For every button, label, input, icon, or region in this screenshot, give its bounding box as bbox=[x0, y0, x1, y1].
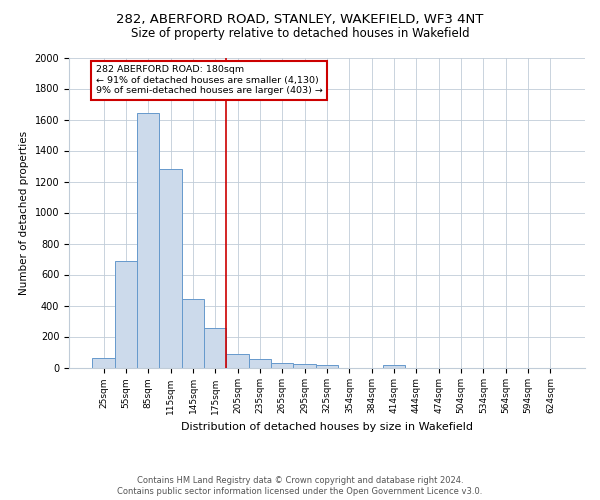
X-axis label: Distribution of detached houses by size in Wakefield: Distribution of detached houses by size … bbox=[181, 422, 473, 432]
Bar bbox=[249, 359, 271, 368]
Bar bbox=[160, 169, 182, 368]
Text: 282, ABERFORD ROAD, STANLEY, WAKEFIELD, WF3 4NT: 282, ABERFORD ROAD, STANLEY, WAKEFIELD, … bbox=[116, 12, 484, 26]
Bar bbox=[293, 364, 316, 368]
Bar bbox=[137, 114, 160, 368]
Y-axis label: Number of detached properties: Number of detached properties bbox=[19, 130, 29, 294]
Bar bbox=[316, 365, 338, 368]
Text: Size of property relative to detached houses in Wakefield: Size of property relative to detached ho… bbox=[131, 28, 469, 40]
Text: Contains public sector information licensed under the Open Government Licence v3: Contains public sector information licen… bbox=[118, 488, 482, 496]
Bar bbox=[226, 354, 249, 368]
Bar bbox=[204, 328, 226, 368]
Bar bbox=[383, 365, 405, 368]
Text: 282 ABERFORD ROAD: 180sqm
← 91% of detached houses are smaller (4,130)
9% of sem: 282 ABERFORD ROAD: 180sqm ← 91% of detac… bbox=[96, 65, 323, 95]
Bar bbox=[182, 300, 204, 368]
Bar bbox=[92, 358, 115, 368]
Bar bbox=[271, 363, 293, 368]
Bar bbox=[115, 260, 137, 368]
Text: Contains HM Land Registry data © Crown copyright and database right 2024.: Contains HM Land Registry data © Crown c… bbox=[137, 476, 463, 485]
